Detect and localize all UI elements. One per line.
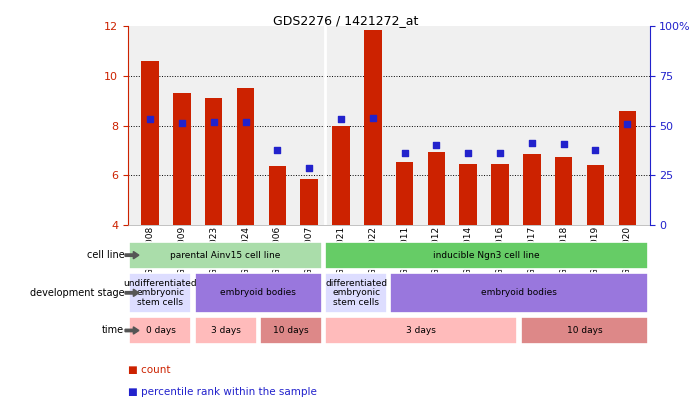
Point: [303, 164, 314, 171]
Point: [240, 119, 251, 125]
Point: [590, 147, 601, 153]
Point: [176, 120, 187, 126]
Bar: [260, 317, 322, 344]
Text: 3 days: 3 days: [211, 326, 240, 335]
Text: cell line: cell line: [86, 250, 124, 260]
Text: inducible Ngn3 cell line: inducible Ngn3 cell line: [433, 251, 540, 260]
Text: embryoid bodies: embryoid bodies: [220, 288, 296, 297]
Bar: [301, 179, 318, 225]
Bar: [523, 154, 540, 225]
Bar: [618, 111, 636, 225]
Text: development stage: development stage: [30, 288, 124, 298]
Point: [335, 116, 346, 123]
Bar: [460, 164, 477, 225]
Bar: [129, 273, 191, 313]
Text: 0 days: 0 days: [146, 326, 176, 335]
Bar: [332, 126, 350, 225]
Bar: [390, 273, 648, 313]
Bar: [491, 164, 509, 225]
Bar: [129, 317, 191, 344]
Bar: [364, 30, 381, 225]
Bar: [129, 242, 322, 269]
Point: [431, 142, 442, 149]
Text: 10 days: 10 days: [273, 326, 309, 335]
Text: time: time: [102, 326, 124, 335]
Point: [272, 147, 283, 153]
Bar: [396, 162, 413, 225]
Text: ■ percentile rank within the sample: ■ percentile rank within the sample: [128, 387, 316, 397]
Point: [367, 115, 378, 122]
Point: [463, 149, 474, 156]
Bar: [195, 317, 256, 344]
Point: [558, 141, 569, 147]
Text: ■ count: ■ count: [128, 364, 171, 375]
Point: [495, 149, 506, 156]
Bar: [237, 88, 254, 225]
Bar: [195, 273, 322, 313]
Bar: [205, 98, 223, 225]
Point: [622, 121, 633, 128]
Bar: [269, 166, 286, 225]
Text: 10 days: 10 days: [567, 326, 602, 335]
Text: undifferentiated
embryonic
stem cells: undifferentiated embryonic stem cells: [124, 279, 197, 307]
Bar: [325, 317, 518, 344]
Bar: [587, 165, 604, 225]
Point: [144, 116, 155, 123]
Bar: [325, 273, 387, 313]
Text: GDS2276 / 1421272_at: GDS2276 / 1421272_at: [273, 14, 418, 27]
Bar: [142, 61, 159, 225]
Point: [399, 149, 410, 156]
Bar: [521, 317, 648, 344]
Text: 3 days: 3 days: [406, 326, 436, 335]
Bar: [325, 242, 648, 269]
Text: parental Ainv15 cell line: parental Ainv15 cell line: [171, 251, 281, 260]
Bar: [555, 157, 572, 225]
Text: differentiated
embryonic
stem cells: differentiated embryonic stem cells: [325, 279, 387, 307]
Bar: [173, 93, 191, 225]
Point: [527, 140, 538, 146]
Bar: [428, 151, 445, 225]
Text: embryoid bodies: embryoid bodies: [481, 288, 557, 297]
Point: [208, 119, 219, 125]
